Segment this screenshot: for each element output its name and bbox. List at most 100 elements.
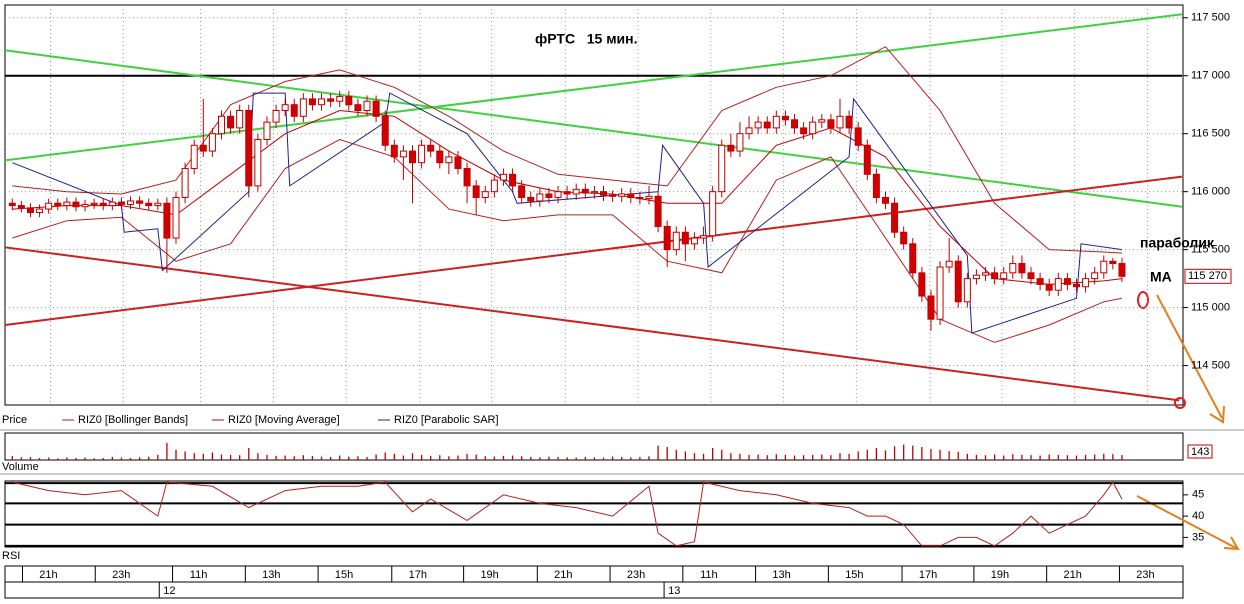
candle-body	[872, 173, 880, 198]
candle-body	[791, 119, 799, 129]
candle-body	[217, 115, 225, 135]
x-tick-label: 19h	[480, 569, 498, 581]
x-tick-label: 17h	[409, 569, 427, 581]
y-tick-label: 117 000	[1191, 70, 1230, 82]
candle-body	[745, 127, 753, 135]
candle-body	[108, 201, 116, 207]
candle-body	[1027, 272, 1035, 280]
candle-body	[590, 191, 598, 194]
volume-label: 143	[1191, 446, 1209, 458]
candle-body	[390, 144, 398, 158]
candle-body	[254, 138, 262, 187]
candle-body	[700, 235, 708, 239]
candle-body	[154, 202, 162, 207]
candle-body	[863, 144, 871, 175]
candle-body	[536, 193, 544, 202]
candle-body	[54, 202, 62, 207]
candle-body	[227, 115, 235, 129]
y-tick-label: 114 500	[1191, 359, 1230, 371]
candle-body	[145, 202, 153, 207]
candle-body	[527, 196, 535, 202]
candle-body	[909, 243, 917, 274]
candle-body	[663, 225, 671, 251]
legend-label: RIZ0 [Parabolic SAR]	[394, 414, 499, 426]
candle-body	[718, 144, 726, 193]
candle-body	[509, 173, 517, 187]
candle-body	[172, 196, 180, 239]
candle-body	[445, 156, 453, 164]
legend-label: RIZ0 [Bollinger Bands]	[78, 414, 188, 426]
date-label: 12	[163, 585, 175, 597]
candle-body	[709, 191, 717, 237]
chart-title: фРТС 15 мин.	[535, 31, 638, 47]
candle-body	[563, 191, 571, 195]
candle-body	[26, 207, 34, 214]
candle-body	[345, 96, 353, 106]
x-tick-label: 23h	[1136, 569, 1154, 581]
candle-body	[645, 195, 653, 200]
legend-label: RIZ0 [Moving Average]	[228, 414, 340, 426]
candle-body	[754, 121, 762, 129]
date-label: 13	[668, 585, 680, 597]
candle-body	[918, 272, 926, 297]
x-tick-label: 17h	[919, 569, 937, 581]
candle-body	[1036, 278, 1044, 285]
candle-body	[117, 201, 125, 205]
candle-body	[927, 295, 935, 320]
candle-body	[672, 231, 680, 251]
candle-body	[236, 110, 244, 129]
candle-body	[972, 274, 980, 280]
candle-body	[308, 98, 316, 106]
candle-body	[408, 150, 416, 164]
rsi-line	[12, 481, 1123, 547]
candle-body	[381, 115, 389, 146]
candle-body	[781, 115, 789, 121]
candle-body	[772, 115, 780, 129]
candle-body	[281, 104, 289, 112]
candle-body	[1063, 278, 1071, 285]
x-tick-label: 11h	[190, 569, 208, 581]
candle-body	[36, 208, 44, 214]
candle-body	[63, 201, 71, 207]
volume-box	[1187, 444, 1213, 459]
candle-body	[581, 188, 589, 194]
highlight-circle	[1137, 291, 1149, 309]
arrow-head	[1209, 405, 1225, 424]
candle-body	[836, 115, 844, 129]
candle-body	[472, 185, 480, 198]
highlight-circle	[1174, 397, 1186, 409]
candle-body	[727, 144, 735, 152]
candle-body	[945, 260, 953, 268]
annotation: параболик	[1140, 235, 1215, 251]
candle-body	[900, 231, 908, 245]
candle-body	[1054, 278, 1062, 291]
candle-body	[891, 202, 899, 233]
panel-label: Volume	[2, 461, 39, 473]
candle-body	[45, 202, 53, 210]
trendline	[4, 246, 1180, 402]
candle-body	[763, 121, 771, 129]
x-tick-label: 15h	[335, 569, 353, 581]
candle-body	[318, 98, 326, 106]
candle-body	[690, 237, 698, 245]
x-tick-label: 21h	[39, 569, 57, 581]
candle-body	[299, 98, 307, 117]
candle-body	[818, 119, 826, 123]
candle-body	[399, 150, 407, 158]
x-tick-label: 21h	[554, 569, 572, 581]
candle-body	[809, 121, 817, 135]
rsi-tick-label: 45	[1192, 489, 1204, 501]
candle-body	[372, 100, 380, 117]
candle-body	[499, 173, 507, 181]
x-tick-label: 13h	[772, 569, 790, 581]
candle-body	[354, 104, 362, 112]
candle-body	[982, 272, 990, 276]
candle-body	[936, 266, 944, 320]
candle-body	[1000, 272, 1008, 280]
candle-body	[854, 127, 862, 146]
x-tick-label: 11h	[700, 569, 718, 581]
candle-body	[1091, 272, 1099, 280]
candle-body	[454, 156, 462, 169]
price-panel	[4, 4, 1184, 406]
